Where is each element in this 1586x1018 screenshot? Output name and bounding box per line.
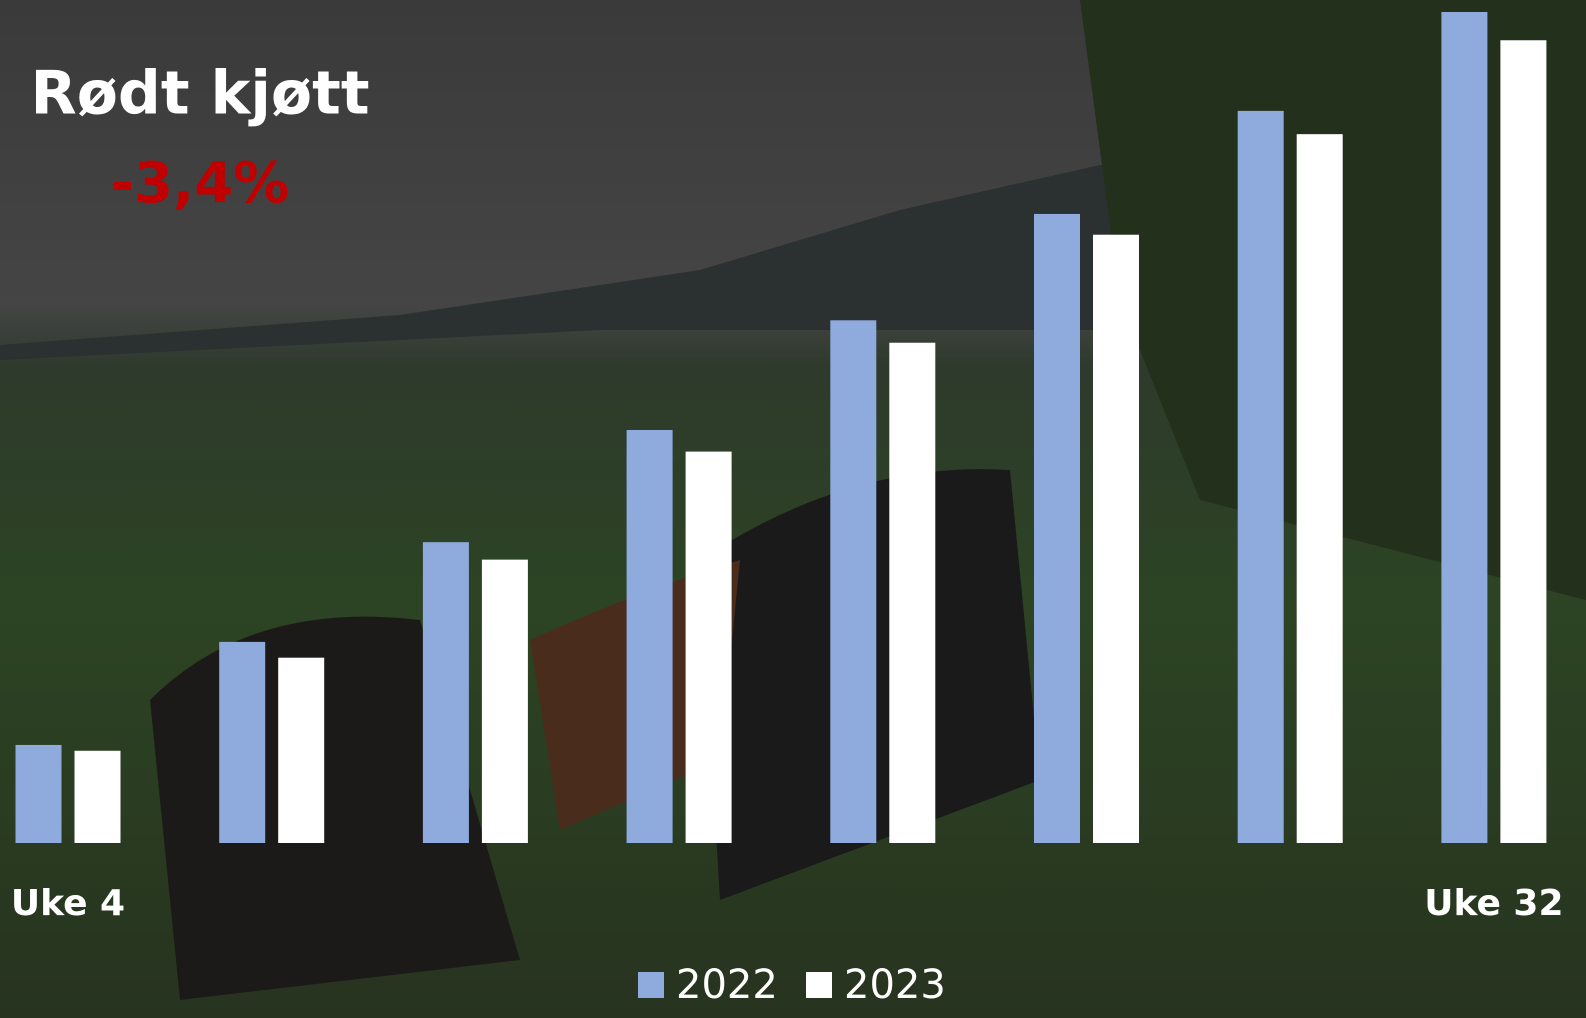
bar (626, 429, 673, 843)
bar (1093, 234, 1139, 843)
bar (422, 542, 469, 843)
x-tick-label: Uke 32 (1424, 883, 1563, 924)
legend-label: 2023 (844, 962, 946, 1008)
bar (685, 451, 732, 843)
subtitle: -3,4% (111, 151, 290, 216)
bar (889, 342, 936, 843)
bar (1441, 12, 1488, 843)
bar (830, 320, 877, 843)
bar (1237, 110, 1284, 844)
legend-swatch (638, 972, 664, 998)
bar (219, 641, 266, 843)
legend-label: 2022 (676, 962, 778, 1008)
bar (1296, 134, 1343, 844)
bar (481, 559, 528, 843)
bar (1034, 213, 1080, 844)
x-tick-label: Uke 4 (11, 883, 125, 924)
bar (278, 657, 325, 843)
legend-swatch (806, 972, 832, 998)
bar (1500, 40, 1547, 843)
chart-title: Rødt kjøtt (31, 59, 370, 129)
bar (74, 750, 121, 843)
bar (15, 744, 62, 843)
